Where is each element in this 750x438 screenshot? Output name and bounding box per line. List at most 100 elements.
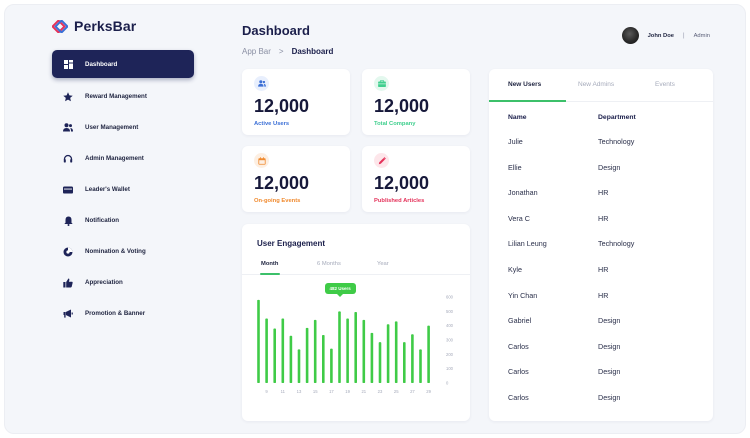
chart-bar[interactable] <box>330 348 333 383</box>
users-icon <box>63 123 73 133</box>
y-tick-label: 200 <box>446 352 454 357</box>
user-menu[interactable]: John Doe | Admin <box>621 27 710 44</box>
cell-department: Design <box>598 341 621 351</box>
sidebar-item-label: Admin Management <box>85 155 144 162</box>
engagement-bar-chart: 9 11 13 15 17 19 21 23 25 27 29 0 100 200 300 400 500 600 <box>257 295 454 394</box>
tab-new-users[interactable]: New Users <box>508 81 542 88</box>
users-icon <box>254 76 269 91</box>
stat-value: 12,000 <box>254 173 310 193</box>
chart-bar[interactable] <box>273 328 276 383</box>
y-tick-label: 100 <box>446 366 454 371</box>
user-engagement-card: User Engagement Month 6 Months Year 9 11 1… <box>242 224 470 421</box>
breadcrumb: App Bar > Dashboard <box>242 47 333 56</box>
sidebar-item-leaders-wallet[interactable]: Leader's Wallet <box>52 174 194 205</box>
cell-department: Design <box>598 367 621 377</box>
x-tick-label: 13 <box>297 389 302 394</box>
tab-month[interactable]: Month <box>261 261 279 267</box>
tab-6-months[interactable]: 6 Months <box>317 261 341 267</box>
app-logo[interactable]: PerksBar <box>52 18 136 34</box>
cell-name: Vera C <box>508 213 530 223</box>
users-table-card: New Users New Admins Events Name Departm… <box>489 69 713 421</box>
chart-bar[interactable] <box>346 318 349 384</box>
x-tick-label: 19 <box>345 389 350 394</box>
chart-bar[interactable] <box>322 334 325 383</box>
bell-icon <box>63 216 73 226</box>
y-tick-label: 400 <box>446 323 454 328</box>
cell-department: HR <box>598 188 609 198</box>
x-tick-label: 15 <box>313 389 318 394</box>
chart-tooltip: 482 Users <box>324 283 356 297</box>
cell-department: HR <box>598 265 609 274</box>
chart-bar[interactable] <box>265 318 268 384</box>
x-tick-label: 29 <box>426 389 431 394</box>
stat-card-ongoing-events[interactable]: 12,000 On-going Events <box>242 146 350 212</box>
stat-value: 12,000 <box>374 96 430 116</box>
x-tick-label: 23 <box>378 389 383 394</box>
y-tick-label: 600 <box>446 295 454 300</box>
cell-name: Julie <box>508 137 523 146</box>
sidebar-item-label: Nomination & Voting <box>85 248 146 255</box>
chart-bar[interactable] <box>297 349 301 383</box>
tab-new-admins[interactable]: New Admins <box>578 81 615 88</box>
breadcrumb-separator: > <box>278 47 284 56</box>
stat-label: Published Articles <box>374 198 425 204</box>
chart-bar[interactable] <box>354 312 357 383</box>
tab-year[interactable]: Year <box>377 261 389 267</box>
chart-bar[interactable] <box>411 334 414 383</box>
sidebar-item-appreciation[interactable]: Appreciation <box>52 267 194 298</box>
sidebar-item-dashboard[interactable]: Dashboard <box>52 50 194 78</box>
chart-bar[interactable] <box>362 319 366 383</box>
app-name: PerksBar <box>74 18 137 34</box>
sidebar-item-nomination-voting[interactable]: Nomination & Voting <box>52 236 194 267</box>
cell-department: Technology <box>598 239 635 249</box>
cell-department: HR <box>598 213 609 223</box>
chart-bar[interactable] <box>289 335 293 383</box>
cell-department: HR <box>598 290 609 300</box>
calendar-icon <box>254 153 269 168</box>
chart-bar[interactable] <box>370 332 374 383</box>
stat-card-active-users[interactable]: 12,000 Active Users <box>242 69 350 135</box>
sidebar-item-reward-management[interactable]: Reward Management <box>52 81 194 112</box>
user-separator: | <box>683 32 685 39</box>
chart-bar[interactable] <box>427 325 430 383</box>
sidebar-item-label: Dashboard <box>85 60 118 68</box>
chart-bar[interactable] <box>419 349 422 383</box>
stat-card-total-company[interactable]: 12,000 Total Company <box>362 69 470 135</box>
chart-bar[interactable] <box>338 311 341 383</box>
sidebar-item-admin-management[interactable]: Admin Management <box>52 143 194 174</box>
chart-bar[interactable] <box>305 327 309 383</box>
breadcrumb-app-bar[interactable]: App Bar <box>242 47 271 56</box>
chart-bar[interactable] <box>394 321 398 383</box>
sidebar-item-notification[interactable]: Notification <box>52 205 194 236</box>
breadcrumb-current: Dashboard <box>291 47 334 56</box>
y-tick-label: 500 <box>446 309 454 314</box>
column-header-name: Name <box>508 114 527 121</box>
tab-events[interactable]: Events <box>655 81 675 88</box>
sidebar-item-user-management[interactable]: User Management <box>52 112 194 143</box>
y-tick-label: 0 <box>446 381 449 386</box>
cell-department: Technology <box>598 137 635 146</box>
sidebar-item-label: User Management <box>85 124 139 131</box>
wallet-icon <box>63 185 73 195</box>
cell-name: Gabriel <box>508 316 532 326</box>
cell-name: Carlos <box>508 341 529 351</box>
stat-value: 12,000 <box>374 173 430 193</box>
sidebar-nav: Dashboard Reward Management User Managem… <box>52 50 194 329</box>
pencil-icon <box>374 153 389 168</box>
chart-bar[interactable] <box>386 324 390 383</box>
vote-icon <box>63 247 73 257</box>
x-tick-label: 9 <box>265 389 268 394</box>
user-name: John Doe <box>647 32 674 39</box>
chart-bar[interactable] <box>378 342 382 383</box>
chart-bar[interactable] <box>257 299 260 383</box>
stat-card-published-articles[interactable]: 12,000 Published Articles <box>362 146 470 212</box>
chart-bar[interactable] <box>281 318 285 384</box>
chart-bar[interactable] <box>313 319 317 383</box>
avatar[interactable] <box>621 27 639 44</box>
cell-department: Design <box>598 316 621 326</box>
cell-name: Carlos <box>508 367 529 377</box>
stat-label: Total Company <box>374 121 416 127</box>
sidebar-item-promotion-banner[interactable]: Promotion & Banner <box>52 298 194 329</box>
chart-bar[interactable] <box>403 342 406 383</box>
user-engagement-title: User Engagement <box>257 239 326 248</box>
